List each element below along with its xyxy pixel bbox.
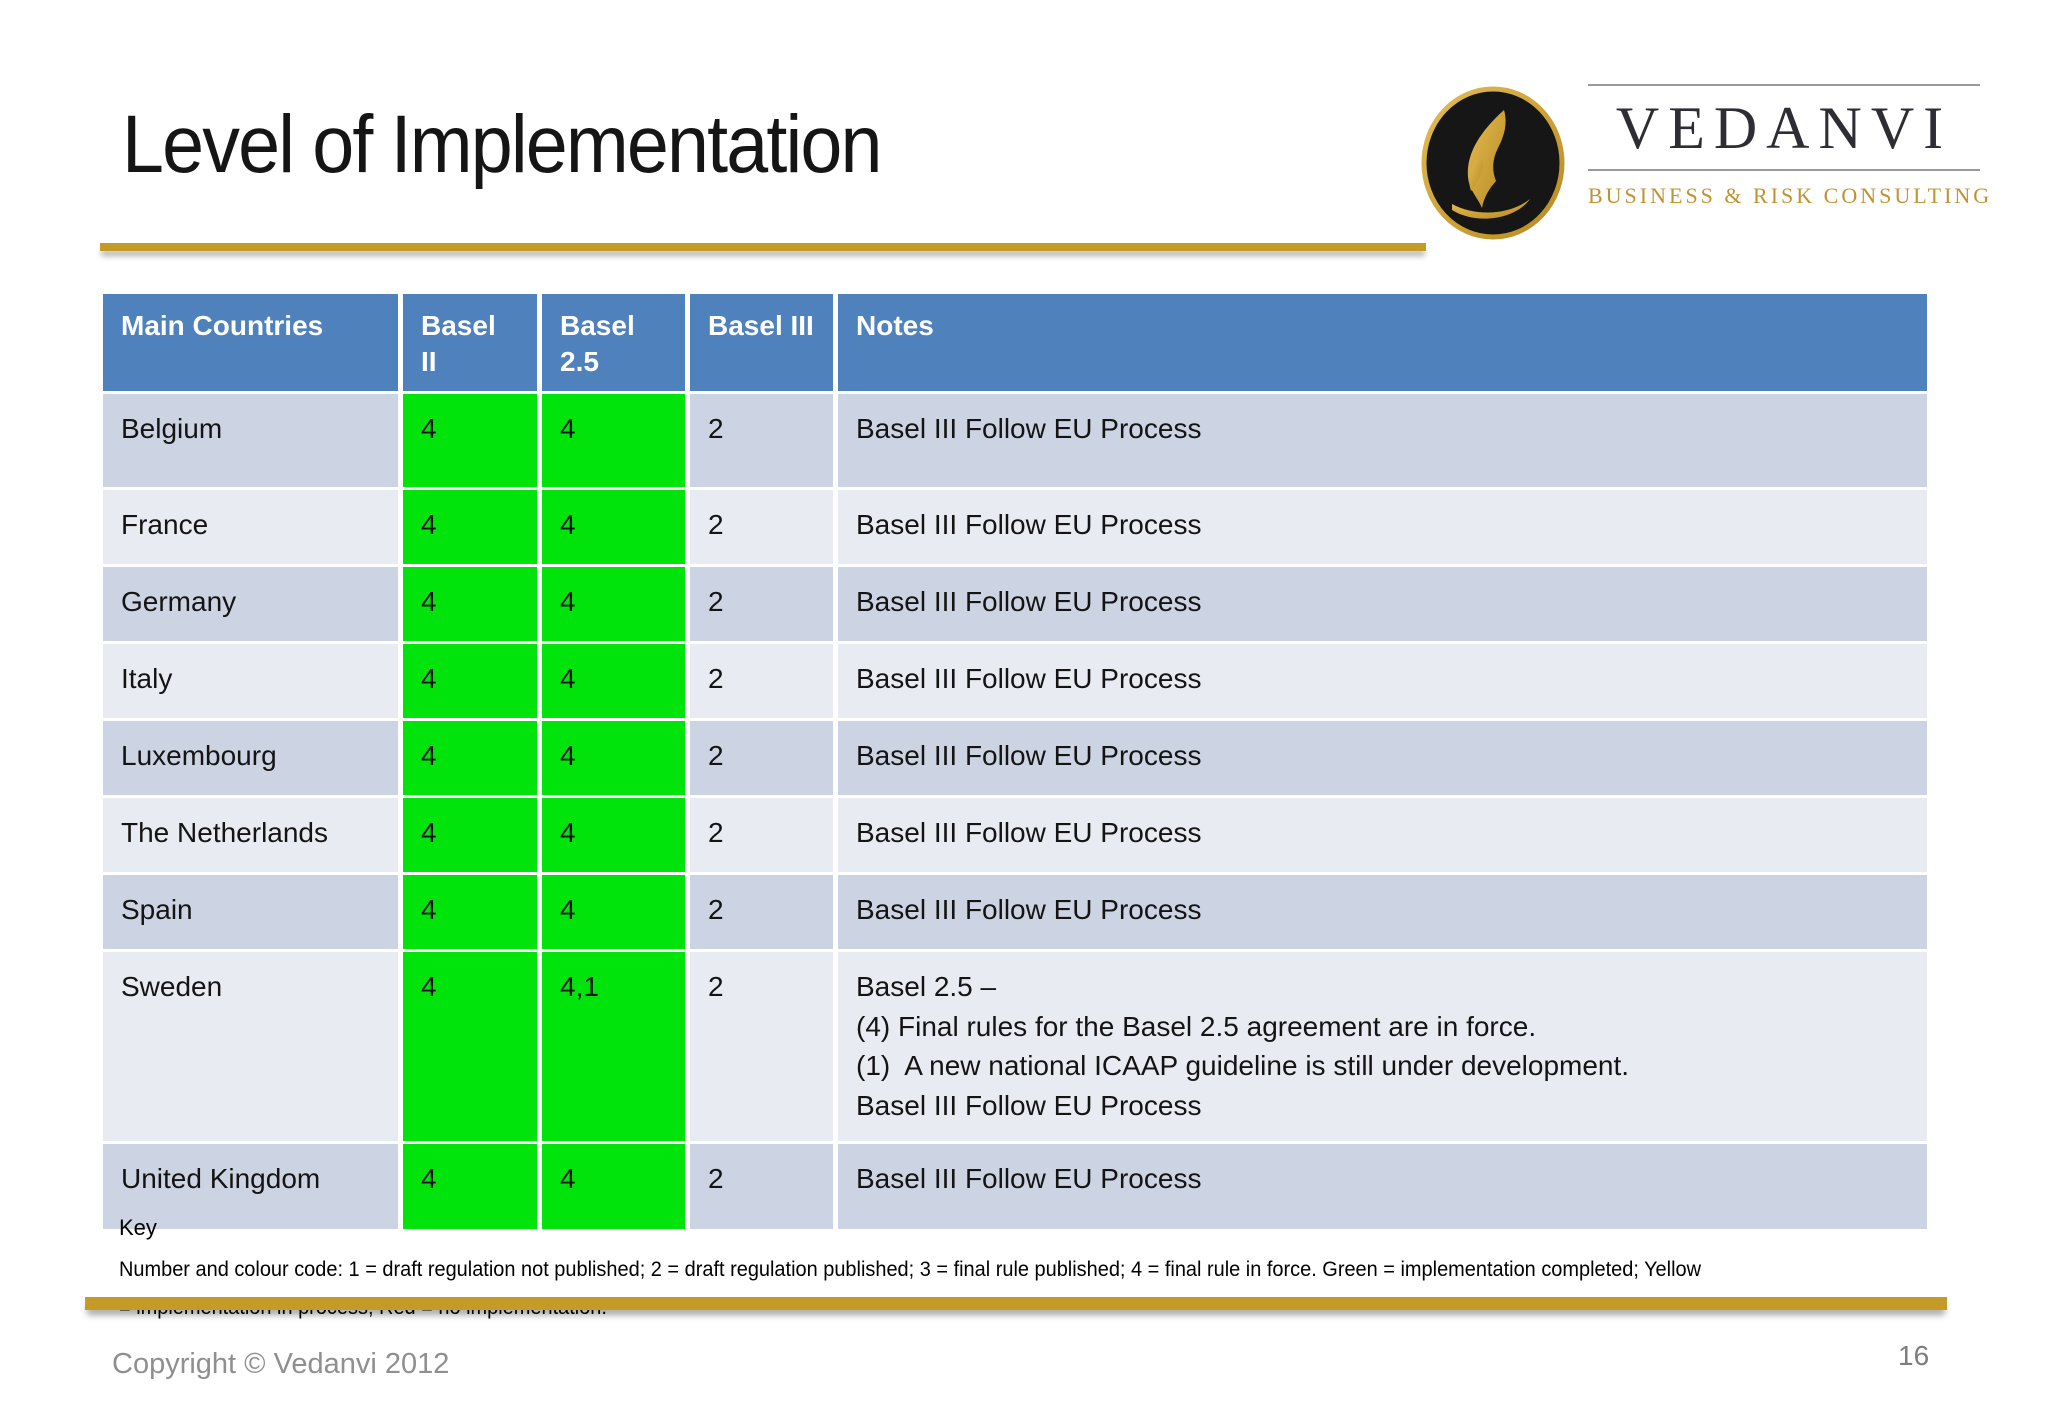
table-row-belgium: Belgium 4 4 2 Basel III Follow EU Proces…: [103, 393, 1927, 490]
col-header-basel-2-5: Basel 2.5: [542, 294, 690, 394]
table-row-united-kingdom: United Kingdom 4 4 2 Basel III Follow EU…: [103, 1143, 1927, 1232]
country-cell: United Kingdom: [103, 1143, 403, 1232]
basel25-cell: 4,1: [542, 951, 690, 1144]
basel2-cell: 4: [403, 951, 542, 1144]
basel2-cell: 4: [403, 393, 542, 490]
basel25-cell: 4: [542, 489, 690, 567]
logo-rule-top: [1588, 84, 1980, 86]
title-divider: [100, 243, 1426, 251]
notes-cell: Basel III Follow EU Process: [838, 797, 1927, 875]
country-cell: France: [103, 489, 403, 567]
table-row-luxembourg: Luxembourg 4 4 2 Basel III Follow EU Pro…: [103, 720, 1927, 798]
basel2-cell: 4: [403, 720, 542, 798]
country-cell: Belgium: [103, 393, 403, 490]
logo-wordmark: VEDANVI: [1615, 95, 1953, 161]
page-title: Level of Implementation: [122, 99, 882, 190]
key-block: Key Number and colour code: 1 = draft re…: [119, 1214, 1784, 1328]
notes-cell: Basel III Follow EU Process: [838, 489, 1927, 567]
country-cell: Sweden: [103, 951, 403, 1144]
implementation-table: Main Countries Basel II Basel 2.5 Basel …: [103, 294, 1927, 1232]
basel25-cell: 4: [542, 797, 690, 875]
logo-text: VEDANVI BUSINESS & RISK CONSULTING: [1588, 84, 1993, 209]
basel2-cell: 4: [403, 1143, 542, 1232]
basel2-cell: 4: [403, 874, 542, 952]
table-row-france: France 4 4 2 Basel III Follow EU Process: [103, 489, 1927, 567]
vedanvi-logo: VEDANVI BUSINESS & RISK CONSULTING: [1418, 84, 1993, 242]
notes-cell: Basel III Follow EU Process: [838, 874, 1927, 952]
table-row-spain: Spain 4 4 2 Basel III Follow EU Process: [103, 874, 1927, 952]
col-header-basel-2: Basel II: [403, 294, 542, 394]
col-header-notes: Notes: [838, 294, 1927, 394]
basel2-cell: 4: [403, 489, 542, 567]
table-row-germany: Germany 4 4 2 Basel III Follow EU Proces…: [103, 566, 1927, 644]
basel3-cell: 2: [690, 643, 838, 721]
basel25-cell: 4: [542, 874, 690, 952]
footer-divider: [85, 1297, 1947, 1310]
copyright-text: Copyright © Vedanvi 2012: [112, 1348, 450, 1380]
logo-rule-bottom: [1588, 169, 1980, 171]
table-header-row: Main Countries Basel II Basel 2.5 Basel …: [103, 294, 1927, 394]
country-cell: The Netherlands: [103, 797, 403, 875]
notes-cell: Basel III Follow EU Process: [838, 643, 1927, 721]
basel25-cell: 4: [542, 720, 690, 798]
col-header-basel-3: Basel III: [690, 294, 838, 394]
basel3-cell: 2: [690, 489, 838, 567]
table-row-netherlands: The Netherlands 4 4 2 Basel III Follow E…: [103, 797, 1927, 875]
notes-cell: Basel 2.5 – (4) Final rules for the Base…: [838, 951, 1927, 1144]
col-header-main-countries: Main Countries: [103, 294, 403, 394]
notes-cell: Basel III Follow EU Process: [838, 1143, 1927, 1232]
country-cell: Spain: [103, 874, 403, 952]
basel3-cell: 2: [690, 393, 838, 490]
basel25-cell: 4: [542, 643, 690, 721]
country-cell: Luxembourg: [103, 720, 403, 798]
notes-cell: Basel III Follow EU Process: [838, 720, 1927, 798]
basel3-cell: 2: [690, 797, 838, 875]
table-row-italy: Italy 4 4 2 Basel III Follow EU Process: [103, 643, 1927, 721]
flame-icon: [1421, 86, 1565, 240]
page-number: 16: [1898, 1340, 1930, 1371]
country-cell: Italy: [103, 643, 403, 721]
basel3-cell: 2: [690, 566, 838, 644]
basel25-cell: 4: [542, 566, 690, 644]
notes-cell: Basel III Follow EU Process: [838, 393, 1927, 490]
basel2-cell: 4: [403, 566, 542, 644]
table-row-sweden: Sweden 4 4,1 2 Basel 2.5 – (4) Final rul…: [103, 951, 1927, 1144]
notes-cell: Basel III Follow EU Process: [838, 566, 1927, 644]
basel2-cell: 4: [403, 643, 542, 721]
key-label: Key: [119, 1215, 157, 1240]
basel3-cell: 2: [690, 951, 838, 1144]
key-text: Number and colour code: 1 = draft regula…: [119, 1257, 1702, 1320]
basel25-cell: 4: [542, 393, 690, 490]
country-cell: Germany: [103, 566, 403, 644]
basel2-cell: 4: [403, 797, 542, 875]
logo-tagline: BUSINESS & RISK CONSULTING: [1588, 183, 1993, 208]
basel3-cell: 2: [690, 720, 838, 798]
basel25-cell: 4: [542, 1143, 690, 1232]
basel3-cell: 2: [690, 1143, 838, 1232]
basel3-cell: 2: [690, 874, 838, 952]
